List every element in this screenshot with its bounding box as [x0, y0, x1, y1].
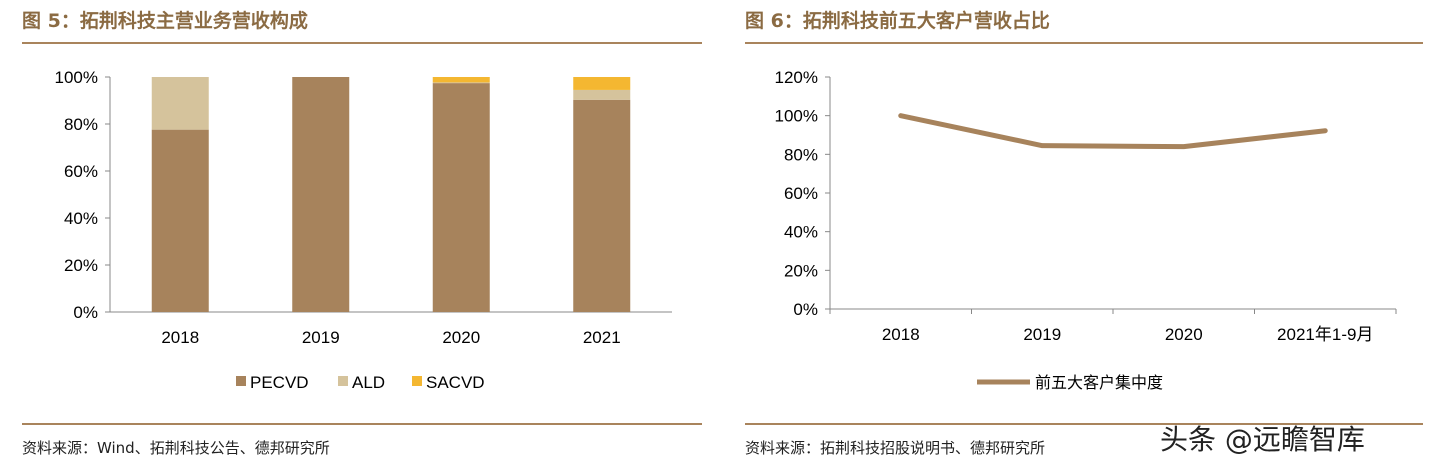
- legend-swatch-ald: [338, 376, 348, 386]
- y-tick-label: 120%: [775, 68, 818, 87]
- legend-label: PECVD: [250, 373, 309, 392]
- x-tick-label: 2021: [583, 328, 621, 347]
- bar-pecvd-2021: [573, 99, 631, 312]
- legend-label: 前五大客户集中度: [1035, 373, 1163, 392]
- left-title-rule: [22, 42, 702, 44]
- y-tick-label: 40%: [784, 223, 818, 242]
- y-tick-label: 60%: [64, 162, 98, 181]
- legend-label: SACVD: [426, 373, 485, 392]
- bar-ald-2021: [573, 89, 631, 100]
- y-tick-label: 100%: [55, 68, 98, 87]
- y-tick-label: 60%: [784, 184, 818, 203]
- watermark: 头条 @远瞻智库: [1160, 423, 1365, 456]
- x-tick-label: 2019: [302, 328, 340, 347]
- right-source: 资料来源：拓荆科技招股说明书、德邦研究所: [745, 439, 1046, 457]
- right-bottom-rule: [745, 423, 1423, 425]
- legend-label: ALD: [352, 373, 385, 392]
- y-tick-label: 100%: [775, 107, 818, 126]
- y-tick-label: 80%: [64, 115, 98, 134]
- bar-pecvd-2019: [292, 77, 350, 312]
- left-source: 资料来源：Wind、拓荆科技公告、德邦研究所: [22, 439, 330, 457]
- right-title-rule: [745, 42, 1423, 44]
- y-tick-label: 20%: [784, 261, 818, 280]
- x-tick-label: 2021年1-9月: [1277, 325, 1373, 344]
- bar-sacvd-2020: [432, 77, 490, 83]
- y-tick-label: 80%: [784, 145, 818, 164]
- line-series: [898, 113, 1328, 150]
- x-tick-label: 2020: [442, 328, 480, 347]
- right-chart-title: 图 6：拓荆科技前五大客户营收占比: [745, 10, 1050, 32]
- x-tick-label: 2018: [161, 328, 199, 347]
- bar-pecvd-2020: [432, 83, 490, 312]
- y-tick-label: 0%: [793, 300, 818, 319]
- y-tick-label: 20%: [64, 256, 98, 275]
- legend-swatch-sacvd: [412, 376, 422, 386]
- x-tick-label: 2018: [882, 325, 920, 344]
- left-bottom-rule: [22, 423, 702, 425]
- legend-swatch-pecvd: [236, 376, 246, 386]
- bar-ald-2018: [151, 77, 209, 130]
- bar-sacvd-2021: [573, 77, 631, 90]
- left-chart-title: 图 5：拓荆科技主营业务营收构成: [22, 10, 308, 32]
- bar-ald-2020: [432, 82, 490, 84]
- x-tick-label: 2019: [1023, 325, 1061, 344]
- y-tick-label: 0%: [73, 303, 98, 322]
- x-tick-label: 2020: [1165, 325, 1203, 344]
- bar-pecvd-2018: [151, 129, 209, 312]
- y-tick-label: 40%: [64, 209, 98, 228]
